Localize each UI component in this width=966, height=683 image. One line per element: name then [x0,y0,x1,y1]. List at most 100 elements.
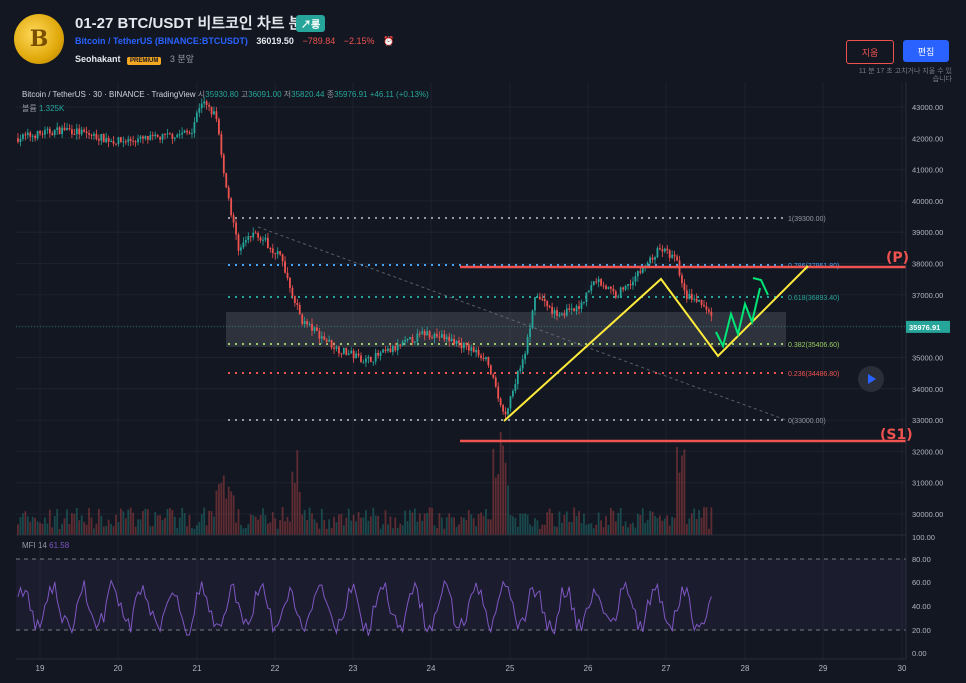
volume-bar [100,515,103,535]
candle-body [340,353,343,355]
volume-bar [546,512,549,535]
edit-button[interactable]: 편집 [903,40,949,62]
chart-grid [16,82,906,659]
symbol-code-link[interactable]: (BINANCE:BTCUSDT) [154,36,248,46]
candle-body [237,234,240,251]
candle-body [619,287,622,297]
replay-button[interactable] [858,366,884,392]
volume-bar [205,525,208,535]
candle-body [641,267,644,273]
volume-bar [154,511,157,535]
volume-bar [80,515,83,535]
volume-bar [649,510,651,535]
volume-bar [340,513,343,535]
volume-bar [279,520,282,535]
candle-body [580,302,583,309]
volume-bar [110,523,112,535]
volume-bar [350,520,353,535]
mfi-axis-label: 100.00 [912,533,935,542]
volume-bar [661,520,664,535]
volume-bar [235,522,237,535]
candle-body [382,349,384,353]
volume-bar [78,520,81,535]
volume-bar [651,511,654,535]
volume-bar [144,508,147,535]
candle-body [19,138,22,143]
symbol-name-link[interactable]: Bitcoin / TetherUS [75,36,153,46]
candle-body [431,337,433,339]
candle-body [188,132,191,134]
candle-body [465,343,468,345]
candle-body [529,328,531,338]
candle-body [573,308,576,312]
volume-bar [605,516,607,535]
candle-body [164,133,166,135]
volume-bar [565,511,568,535]
volume-bar [590,523,593,535]
volume-bar [97,508,100,535]
volume-bar [607,524,610,535]
volume-bar [306,520,308,535]
volume-bar [225,498,228,535]
candle-body [296,302,299,305]
candle-body [293,295,296,303]
price-chart[interactable]: 1(39300.00)0.786(37951.80)0.618(36893.40… [16,82,950,683]
volume-bar [48,509,51,535]
candle-body [318,331,321,339]
author-name[interactable]: Seohakant [75,54,121,64]
volume-bar [107,519,110,535]
volume-bar [213,516,215,535]
volume-bar [688,518,691,535]
candle-body [338,346,340,354]
volume-bar [683,449,686,535]
candle-body [281,254,284,262]
volume-bar [222,475,225,535]
candle-body [367,356,370,359]
candle-body [169,133,171,135]
candle-body [703,304,705,307]
alarm-clock-icon[interactable]: ⏰ [383,36,395,46]
time-axis-label: 20 [114,664,123,673]
candle-body [291,287,294,296]
volume-bar [271,512,274,535]
candle-body [34,135,37,139]
candle-body [51,133,54,135]
volume-bar [242,528,245,535]
candle-body [436,333,438,337]
volume-bar [338,514,340,535]
delete-button[interactable]: 지움 [846,40,894,64]
time-axis-label: 21 [193,664,202,673]
candle-body [115,143,117,145]
long-badge: ↗롱 [296,15,326,32]
volume-bar [186,526,188,535]
consolidation-zone [226,312,786,347]
volume-bar [558,511,561,535]
candle-body [605,285,607,289]
candle-body [614,291,617,298]
candle-body [333,347,335,350]
volume-bar [453,517,455,535]
candle-body [80,129,83,135]
candle-body [612,288,615,292]
candle-body [186,130,188,133]
legend-low-label: 저 [283,90,292,99]
candle-body [56,127,59,130]
candle-body [558,314,561,316]
author-avatar[interactable]: B [14,14,64,64]
volume-bar [188,514,191,535]
candle-body [132,140,135,142]
candle-body [489,365,492,375]
volume-bar [166,509,169,535]
candle-body [124,141,127,143]
volume-bar [418,513,421,535]
volume-bar [636,513,639,535]
volume-bar [433,525,436,535]
candle-body [149,135,152,140]
candle-body [502,404,504,412]
time-axis-label: 24 [427,664,436,673]
candle-body [538,296,541,299]
volume-bar [342,525,345,535]
volume-bar [254,516,257,535]
volume-bar [34,517,37,535]
volume-bar [132,512,135,535]
